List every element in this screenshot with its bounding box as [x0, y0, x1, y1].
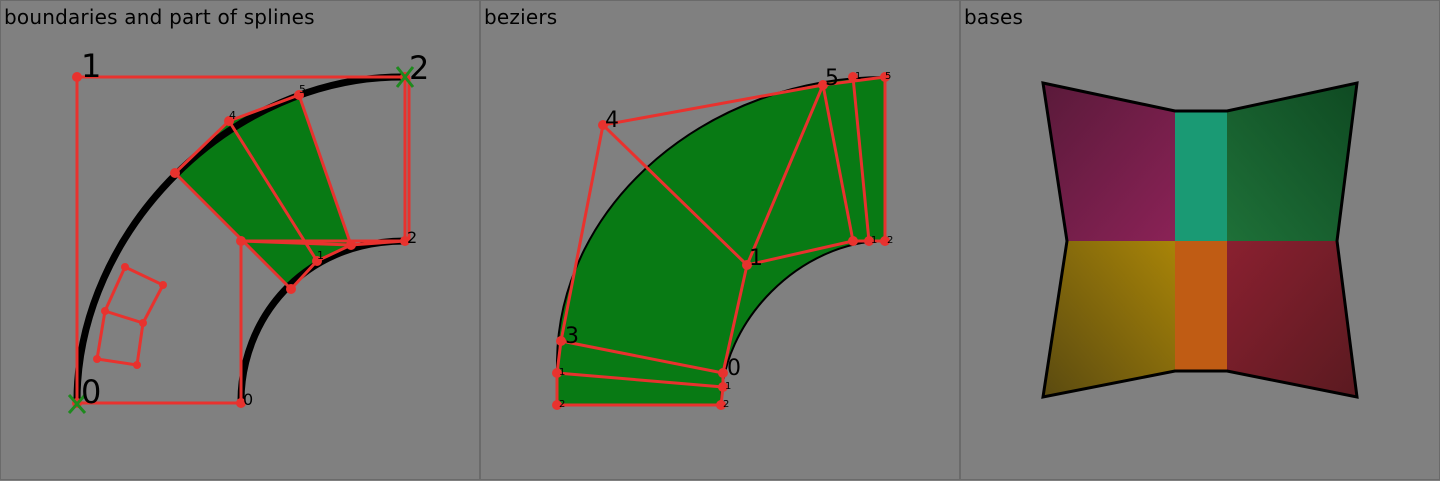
small-label: 5 — [885, 71, 891, 82]
small-label: 2 — [407, 228, 417, 247]
small-label: 1 — [871, 235, 877, 246]
small-label: 5 — [299, 83, 306, 96]
boundaries-canvas: 0 1 2 4 5 0 2 1 — [67, 47, 429, 414]
small-label: 0 — [243, 390, 253, 409]
small-label: 1 — [855, 71, 861, 82]
panel-bases: bases — [960, 0, 1440, 480]
control-points — [552, 72, 890, 410]
panel-title: boundaries and part of splines — [4, 5, 315, 29]
small-label: 1 — [725, 381, 731, 392]
panel-title: beziers — [484, 5, 558, 29]
corner-label: 2 — [409, 49, 429, 87]
bases-canvas — [1041, 81, 1359, 399]
endpoint-markers — [67, 66, 415, 414]
corner-label: 0 — [81, 373, 101, 411]
control-polygon — [75, 75, 411, 405]
small-label: 2 — [887, 235, 893, 246]
point-label: 5 — [825, 66, 839, 91]
panel-beziers: beziers — [480, 0, 960, 480]
bases-outline — [1041, 81, 1359, 399]
small-label: 1 — [317, 249, 324, 262]
small-label: 2 — [559, 399, 565, 410]
small-label: 2 — [723, 399, 729, 410]
small-label: 4 — [229, 109, 236, 122]
panel-boundaries: boundaries and part of splines — [0, 0, 480, 480]
point-label: 3 — [565, 324, 579, 349]
panel-title: bases — [964, 5, 1024, 29]
point-label: 4 — [605, 108, 619, 133]
point-label: 1 — [749, 246, 763, 271]
beziers-canvas: 0 1 3 4 5 1 2 1 2 1 2 1 5 — [552, 66, 893, 410]
point-label: 0 — [727, 356, 741, 381]
basis-quadrants — [1043, 83, 1357, 397]
small-label: 1 — [559, 367, 565, 378]
corner-label: 1 — [81, 47, 101, 85]
